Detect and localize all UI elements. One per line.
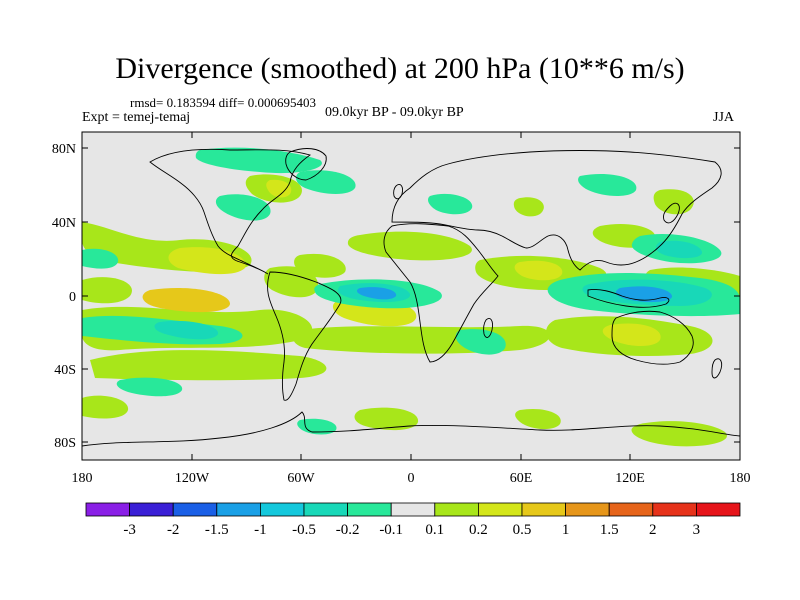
colorbar-box xyxy=(434,502,479,517)
colorbar-box xyxy=(129,502,174,517)
colorbar-label: 0.1 xyxy=(425,522,444,538)
field-patch xyxy=(264,266,319,298)
colorbar-box xyxy=(85,502,130,517)
field-patch xyxy=(116,377,183,397)
figure-title: Divergence (smoothed) at 200 hPa (10**6 … xyxy=(115,52,685,85)
stats-line: rmsd= 0.183594 diff= 0.000695403 xyxy=(130,95,316,110)
lat-tick-label: 80N xyxy=(52,142,76,157)
field-patch xyxy=(428,193,473,215)
colorbar-label: 3 xyxy=(693,522,701,538)
colorbar-label: 1 xyxy=(562,522,570,538)
field-patch xyxy=(297,418,337,435)
colorbar-box xyxy=(521,502,566,517)
colorbar-label: -1 xyxy=(254,522,267,538)
colorbar-label: -0.1 xyxy=(379,522,403,538)
field-patch xyxy=(514,260,563,281)
coastline-japan xyxy=(663,202,680,224)
field-patch xyxy=(215,194,271,221)
field-patch xyxy=(578,173,637,196)
lon-tick-label: 60E xyxy=(510,471,533,486)
coastline-africa xyxy=(383,223,499,363)
lon-tick-label: 180 xyxy=(72,471,93,486)
colorbar-label: 2 xyxy=(649,522,657,538)
divergence-field xyxy=(82,147,740,447)
lat-tick-label: 80S xyxy=(54,436,76,451)
latitude-axis: 80N 40N 0 40S 80S xyxy=(52,142,740,451)
colorbar-box xyxy=(303,502,348,517)
coastline-australia xyxy=(611,310,694,365)
lat-tick-label: 40N xyxy=(52,216,76,231)
coastline-madagascar xyxy=(483,318,493,338)
colorbar-label: -1.5 xyxy=(205,522,229,538)
coastline-indonesia xyxy=(587,289,670,308)
colorbar-label: 1.5 xyxy=(600,522,619,538)
colorbar-label: -0.5 xyxy=(292,522,316,538)
field-patch xyxy=(82,395,129,419)
lon-tick-label: 120E xyxy=(615,471,645,486)
colorbar-box xyxy=(696,502,741,517)
field-patch xyxy=(82,248,119,269)
colorbar-box xyxy=(652,502,697,517)
field-patch xyxy=(168,247,246,275)
colorbar-label: -2 xyxy=(167,522,180,538)
field-patch xyxy=(513,197,544,217)
colorbar-boxes xyxy=(85,502,741,517)
coastlines xyxy=(82,148,740,447)
colorbar-box xyxy=(259,502,305,517)
colorbar-box xyxy=(477,502,523,517)
field-patch xyxy=(266,179,292,198)
lon-tick-label: 120W xyxy=(175,471,210,486)
colorbar-box xyxy=(565,502,610,517)
field-patch xyxy=(142,287,230,313)
field-patch xyxy=(347,231,472,261)
lat-tick-label: 40S xyxy=(54,363,76,378)
season-label: JJA xyxy=(713,110,735,125)
coastline-nz xyxy=(711,358,723,379)
field-patch xyxy=(602,323,661,346)
lat-tick-label: 0 xyxy=(69,290,76,305)
field-patch xyxy=(356,287,397,300)
coastline-antarctica xyxy=(82,411,740,447)
colorbar-box xyxy=(172,502,218,517)
field-patch xyxy=(653,189,694,215)
experiment-label: Expt = temej-temaj xyxy=(82,110,191,125)
field-patch xyxy=(455,329,506,355)
field-patch xyxy=(154,320,219,340)
lon-tick-label: 180 xyxy=(730,471,751,486)
field-patch xyxy=(631,421,727,447)
coastline-greenland xyxy=(285,148,327,181)
lon-tick-label: 60W xyxy=(287,471,315,486)
colorbar-label: -3 xyxy=(123,522,136,538)
field-patch xyxy=(195,147,322,174)
colorbar-box xyxy=(608,502,654,517)
field-patch xyxy=(90,350,327,381)
colorbar-label: 0.5 xyxy=(513,522,532,538)
field-patch xyxy=(82,277,132,304)
field-patch xyxy=(295,170,356,194)
lon-tick-label: 0 xyxy=(408,471,415,486)
field-patch xyxy=(354,407,419,431)
field-patch xyxy=(655,240,703,259)
period-label: 09.0kyr BP - 09.0kyr BP xyxy=(325,105,464,120)
colorbar-box xyxy=(390,502,436,517)
colorbar-labels: -3 -2 -1.5 -1 -0.5 -0.2 -0.1 0.1 0.2 0.5 1 1.5 2 3 xyxy=(123,522,700,538)
colorbar-label: -0.2 xyxy=(336,522,360,538)
colorbar-box xyxy=(216,502,261,517)
coastline-uk xyxy=(393,183,403,200)
field-patch xyxy=(294,253,346,278)
colorbar-box xyxy=(347,502,392,517)
colorbar-label: 0.2 xyxy=(469,522,488,538)
longitude-axis: 180 120W 60W 0 60E 120E 180 xyxy=(72,132,751,486)
coastline-eurasia xyxy=(391,150,722,271)
coastline-south-america xyxy=(267,271,342,401)
field-patch xyxy=(515,408,561,430)
